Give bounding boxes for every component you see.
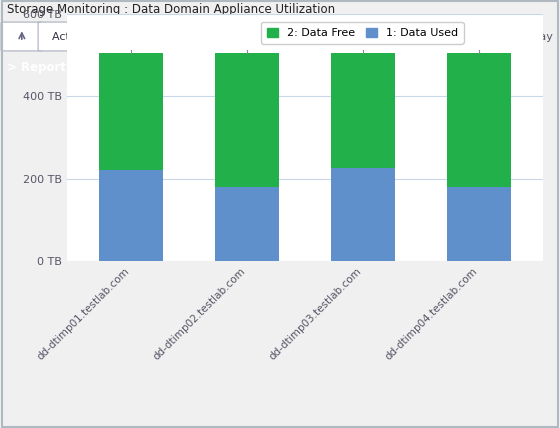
Legend: 2: Data Free, 1: Data Used: 2: Data Free, 1: Data Used [261,22,464,44]
Bar [447,53,511,187]
Bar [332,168,395,261]
Bar [447,187,511,261]
FancyBboxPatch shape [1,22,43,51]
Bar [215,53,279,187]
Bar [99,170,163,261]
Bar [99,53,163,170]
Text: Actions  ∨: Actions ∨ [52,32,108,42]
FancyBboxPatch shape [38,22,122,51]
Bar [215,187,279,261]
Text: Storage Monitoring : Data Domain Appliance Utilization: Storage Monitoring : Data Domain Applian… [7,3,335,16]
Text: > Report criteria: > Report criteria [7,61,118,74]
Bar [332,53,395,168]
Text: Current backup day: Current backup day [444,32,553,42]
